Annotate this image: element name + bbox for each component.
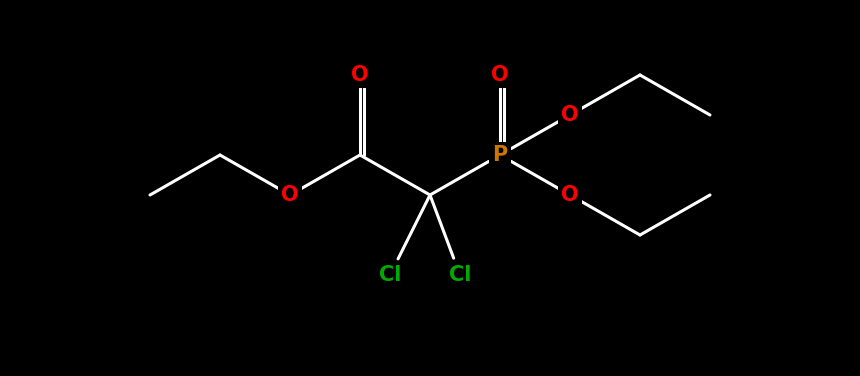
Text: O: O (562, 105, 579, 125)
Text: O: O (562, 185, 579, 205)
Text: Cl: Cl (449, 265, 471, 285)
Text: P: P (493, 145, 507, 165)
Text: Cl: Cl (378, 265, 401, 285)
Text: O: O (351, 65, 369, 85)
Text: O: O (491, 65, 509, 85)
Text: O: O (281, 185, 298, 205)
